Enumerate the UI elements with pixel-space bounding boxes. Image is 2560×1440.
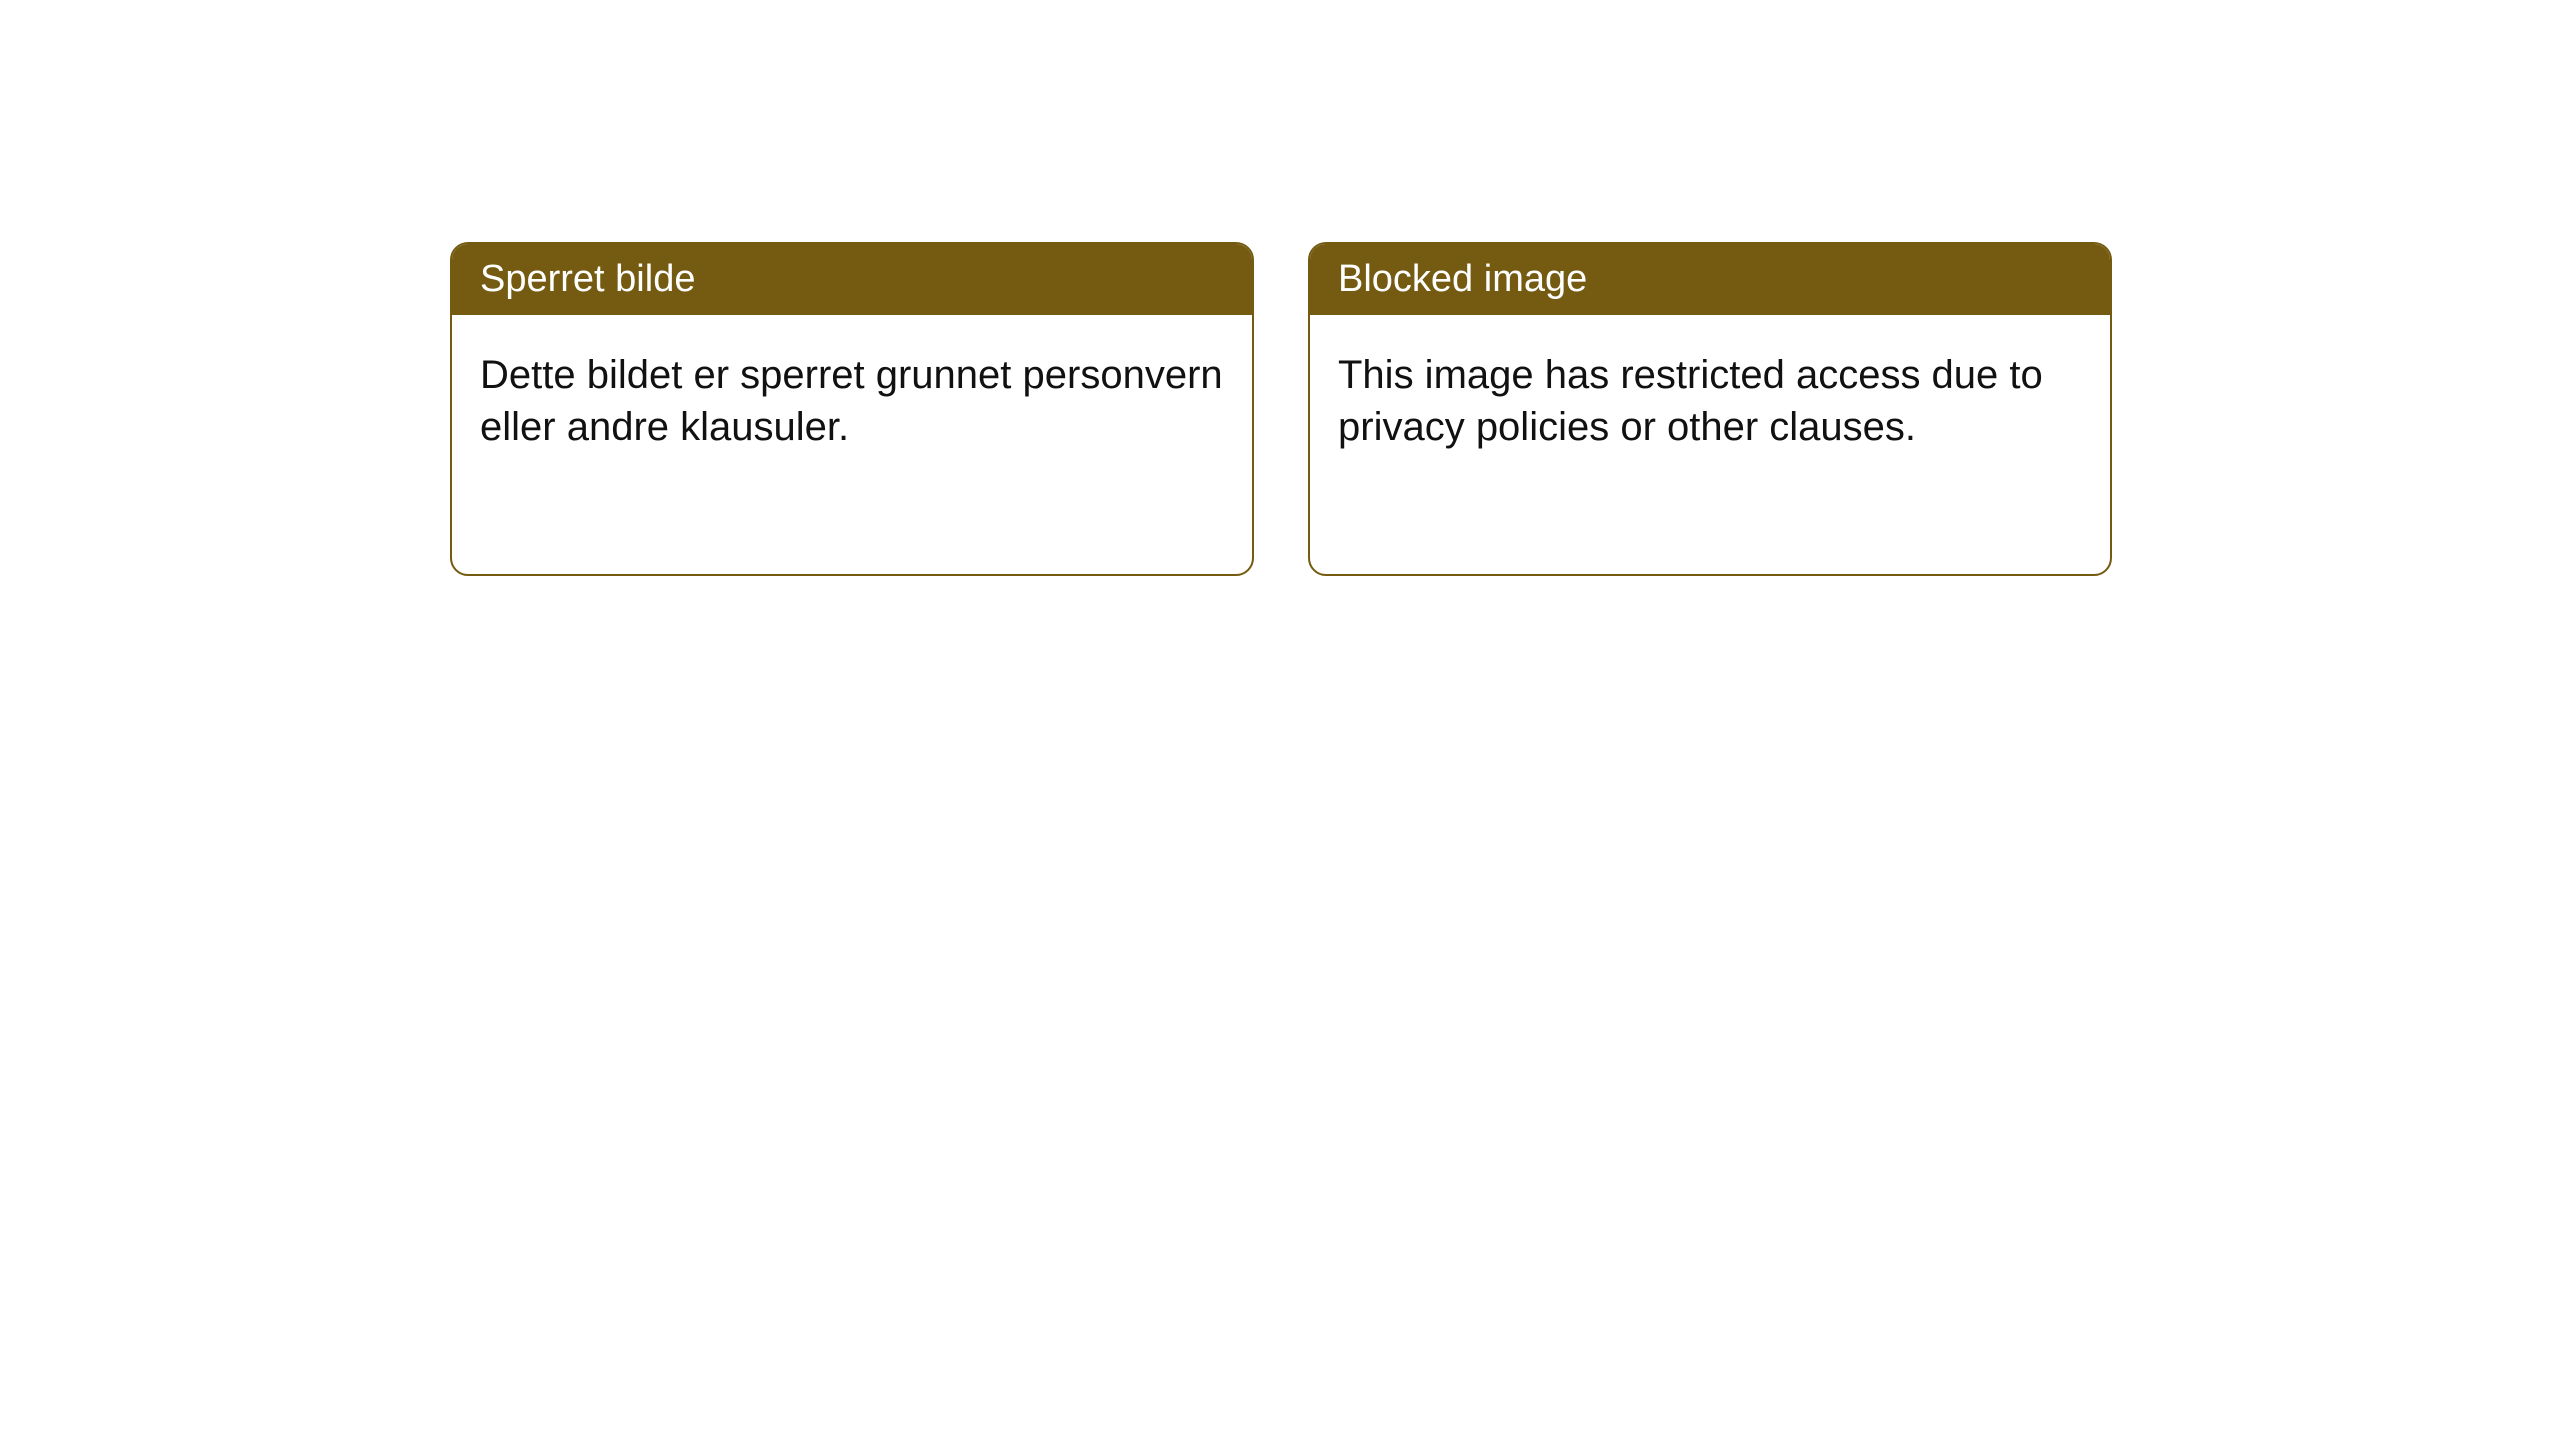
notice-card-norwegian: Sperret bilde Dette bildet er sperret gr… (450, 242, 1254, 576)
card-message: This image has restricted access due to … (1338, 353, 2043, 449)
card-title: Blocked image (1338, 258, 1587, 300)
notice-card-english: Blocked image This image has restricted … (1308, 242, 2112, 576)
card-body: Dette bildet er sperret grunnet personve… (452, 315, 1252, 487)
card-body: This image has restricted access due to … (1310, 315, 2110, 487)
card-title: Sperret bilde (480, 258, 695, 300)
card-header: Sperret bilde (452, 244, 1252, 315)
card-message: Dette bildet er sperret grunnet personve… (480, 353, 1223, 449)
card-header: Blocked image (1310, 244, 2110, 315)
notice-container: Sperret bilde Dette bildet er sperret gr… (450, 242, 2112, 576)
